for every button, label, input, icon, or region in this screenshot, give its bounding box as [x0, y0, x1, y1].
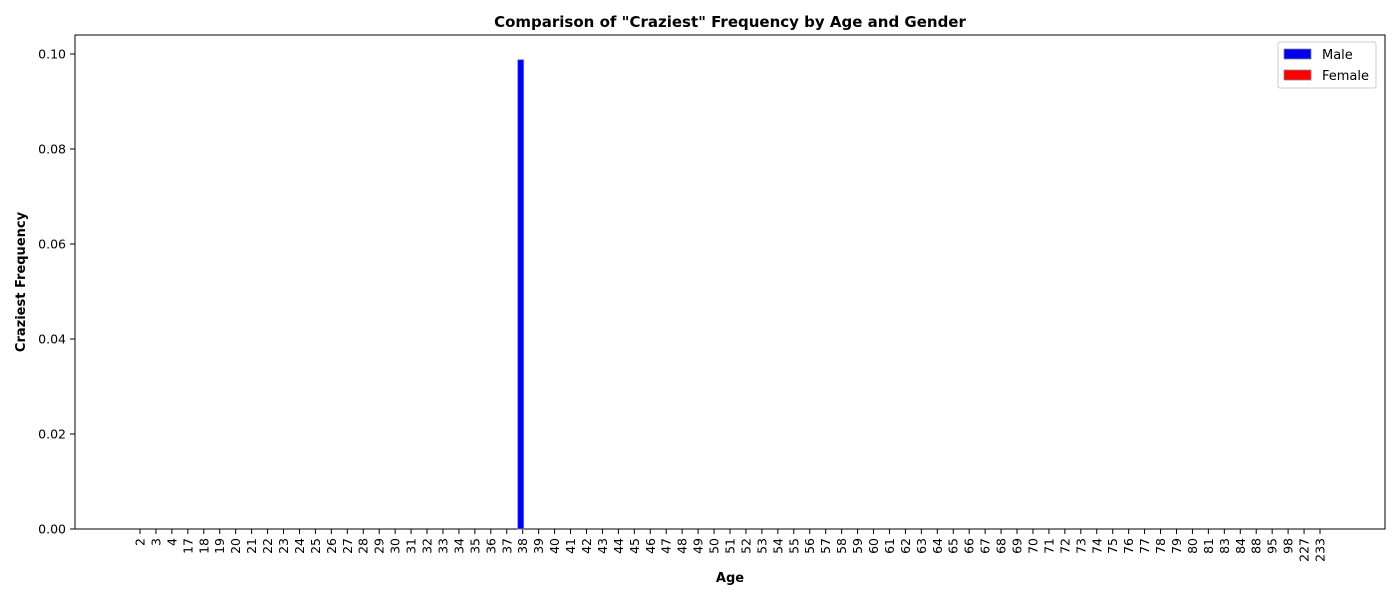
x-tick-label: 81: [1201, 538, 1216, 554]
x-tick-label: 60: [866, 538, 881, 554]
x-tick-label: 20: [228, 538, 243, 554]
x-tick-label: 37: [499, 538, 514, 554]
x-tick-label: 23: [276, 538, 291, 554]
x-tick-label: 38: [515, 538, 530, 554]
x-tick-label: 84: [1233, 538, 1248, 554]
x-tick-label: 35: [467, 538, 482, 554]
y-tick-label: 0.10: [38, 47, 66, 62]
x-tick-label: 43: [595, 538, 610, 554]
plot-area-frame: [74, 34, 1386, 530]
x-tick-label: 30: [388, 538, 403, 554]
x-tick-label: 233: [1313, 538, 1328, 562]
x-tick-label: 95: [1265, 538, 1280, 554]
x-tick-label: 40: [547, 538, 562, 554]
x-tick-label: 77: [1137, 538, 1152, 554]
x-tick-label: 59: [850, 538, 865, 554]
x-tick-label: 63: [914, 538, 929, 554]
x-tick-label: 79: [1169, 538, 1184, 554]
x-tick-label: 34: [451, 538, 466, 554]
x-tick-label: 65: [946, 538, 961, 554]
x-tick-label: 36: [483, 538, 498, 554]
x-tick-label: 64: [930, 538, 945, 554]
x-tick-label: 52: [738, 538, 753, 554]
x-tick-label: 42: [579, 538, 594, 554]
y-axis: 0.00 0.02 0.04 0.06 0.08 0.10: [38, 47, 75, 537]
bar-male-38: [517, 59, 525, 530]
x-tick-label: 72: [1057, 538, 1072, 554]
x-tick-label: 45: [627, 538, 642, 554]
x-tick-label: 57: [818, 538, 833, 554]
x-tick-label: 51: [723, 538, 738, 554]
y-tick-label: 0.04: [38, 332, 66, 347]
x-tick-label: 68: [994, 538, 1009, 554]
x-tick-label: 61: [882, 538, 897, 554]
x-tick-label: 27: [340, 538, 355, 554]
x-axis-label: Age: [716, 571, 744, 586]
x-tick-label: 2: [133, 538, 148, 546]
x-tick-label: 22: [260, 538, 275, 554]
x-tick-label: 75: [1105, 538, 1120, 554]
x-tick-label: 48: [675, 538, 690, 554]
y-tick-label: 0.00: [38, 522, 66, 537]
x-tick-label: 67: [978, 538, 993, 554]
x-tick-label: 49: [691, 538, 706, 554]
x-tick-label: 55: [786, 538, 801, 554]
y-axis-label: Craziest Frequency: [14, 211, 29, 352]
x-tick-label: 46: [643, 538, 658, 554]
x-tick-label: 69: [1010, 538, 1025, 554]
x-tick-label: 25: [308, 538, 323, 554]
x-tick-label: 50: [707, 538, 722, 554]
legend-swatch-female: [1283, 69, 1312, 81]
x-tick-label: 66: [962, 538, 977, 554]
x-tick-label: 78: [1153, 538, 1168, 554]
x-tick-label: 47: [659, 538, 674, 554]
x-tick-label: 74: [1089, 538, 1104, 554]
x-tick-label: 73: [1073, 538, 1088, 554]
x-tick-label: 70: [1025, 538, 1040, 554]
x-tick-label: 18: [196, 538, 211, 554]
x-tick-label: 4: [164, 538, 179, 546]
x-tick-label: 58: [834, 538, 849, 554]
x-tick-label: 21: [244, 538, 259, 554]
y-tick-label: 0.06: [38, 237, 66, 252]
legend: Male Female: [1277, 41, 1377, 89]
x-tick-label: 71: [1041, 538, 1056, 554]
x-tick-label: 54: [770, 538, 785, 554]
x-tick-label: 53: [754, 538, 769, 554]
x-tick-label: 41: [563, 538, 578, 554]
x-tick-label: 98: [1281, 538, 1296, 554]
x-tick-label: 33: [435, 538, 450, 554]
x-tick-label: 88: [1249, 538, 1264, 554]
legend-swatch-male: [1283, 48, 1312, 60]
x-axis: 2 3 4 17 18 19 20 21 22 23 24 25 26 27 28 29 30 31 32 33 34 3…: [133, 529, 1328, 562]
x-tick-label: 26: [324, 538, 339, 554]
legend-label-female: Female: [1322, 69, 1369, 84]
x-tick-label: 56: [802, 538, 817, 554]
x-tick-label: 62: [898, 538, 913, 554]
x-tick-label: 227: [1297, 538, 1312, 562]
x-tick-label: 28: [356, 538, 371, 554]
x-tick-label: 19: [212, 538, 227, 554]
chart-title: Comparison of "Craziest" Frequency by Ag…: [494, 13, 966, 31]
x-tick-label: 44: [611, 538, 626, 554]
x-tick-label: 32: [420, 538, 435, 554]
x-tick-label: 24: [292, 538, 307, 554]
x-tick-label: 39: [531, 538, 546, 554]
x-tick-label: 80: [1185, 538, 1200, 554]
x-tick-label: 17: [180, 538, 195, 554]
x-tick-label: 76: [1121, 538, 1136, 554]
y-tick-label: 0.02: [38, 427, 66, 442]
bars-group: [517, 59, 525, 530]
y-tick-label: 0.08: [38, 142, 66, 157]
x-tick-label: 29: [372, 538, 387, 554]
legend-label-male: Male: [1322, 48, 1353, 63]
x-tick-label: 83: [1217, 538, 1232, 554]
x-tick-label: 3: [148, 538, 163, 546]
x-tick-label: 31: [404, 538, 419, 554]
